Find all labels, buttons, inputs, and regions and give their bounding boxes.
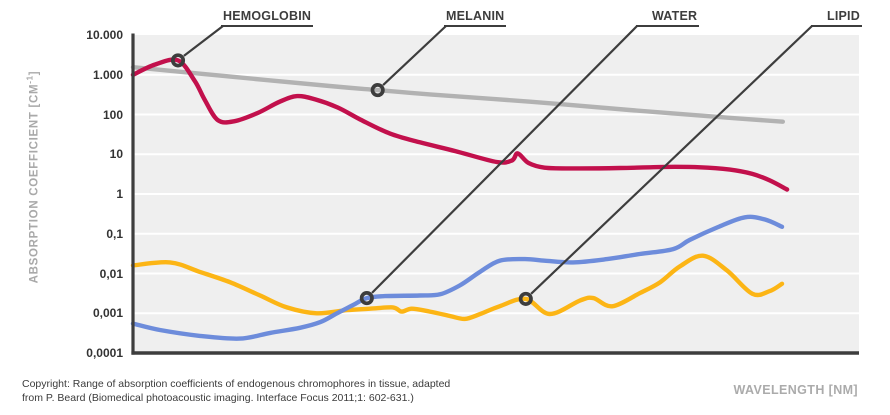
- annotation-label-melanin: MELANIN: [444, 9, 507, 27]
- curve-water: [130, 214, 785, 341]
- gridlines: [134, 73, 859, 315]
- copyright-line-1: Copyright: Range of absorption coefficie…: [22, 378, 451, 390]
- annotation-label-hemoglobin: HEMOGLOBIN: [221, 9, 314, 27]
- leader-line-lipid: [530, 25, 813, 295]
- y-tick-label: 10: [109, 147, 123, 162]
- leader-line-water: [371, 25, 638, 294]
- marker-ring-lipid: [518, 291, 533, 306]
- annotation-leader-lines: [183, 25, 813, 295]
- y-tick-label: 0,01: [99, 266, 123, 281]
- y-tick-label: 1.000: [92, 67, 123, 82]
- copyright-note: Copyright: Range of absorption coefficie…: [22, 378, 450, 405]
- axes: [131, 33, 859, 355]
- y-tick-label: 100: [102, 107, 123, 122]
- data-curves: [130, 57, 790, 341]
- leader-line-melanin: [382, 25, 447, 86]
- annotation-label-water: WATER: [636, 9, 700, 27]
- y-tick-label: 0,0001: [86, 346, 123, 360]
- leader-line-hemoglobin: [183, 25, 224, 57]
- y-tick-label: 1: [116, 187, 123, 201]
- curve-melanin: [130, 65, 785, 124]
- curve-hemoglobin: [130, 57, 790, 192]
- x-axis-title: WAVELENGTH [NM]: [733, 383, 858, 397]
- annotation-markers: [170, 53, 533, 306]
- marker-ring-hemoglobin: [170, 53, 186, 68]
- y-tick-label: 0,001: [92, 306, 123, 321]
- y-tick-label: 10.000: [86, 28, 123, 42]
- copyright-line-2: from P. Beard (Biomedical photoacoustic …: [22, 391, 414, 404]
- y-axis-title: ABSORPTION COEFFICIENT [CM-1]: [26, 71, 41, 284]
- y-tick-label: 0,1: [106, 226, 123, 241]
- marker-ring-melanin: [370, 83, 385, 98]
- marker-ring-water: [359, 291, 374, 306]
- annotation-label-lipid: LIPID: [811, 9, 862, 27]
- curve-lipid: [130, 253, 785, 322]
